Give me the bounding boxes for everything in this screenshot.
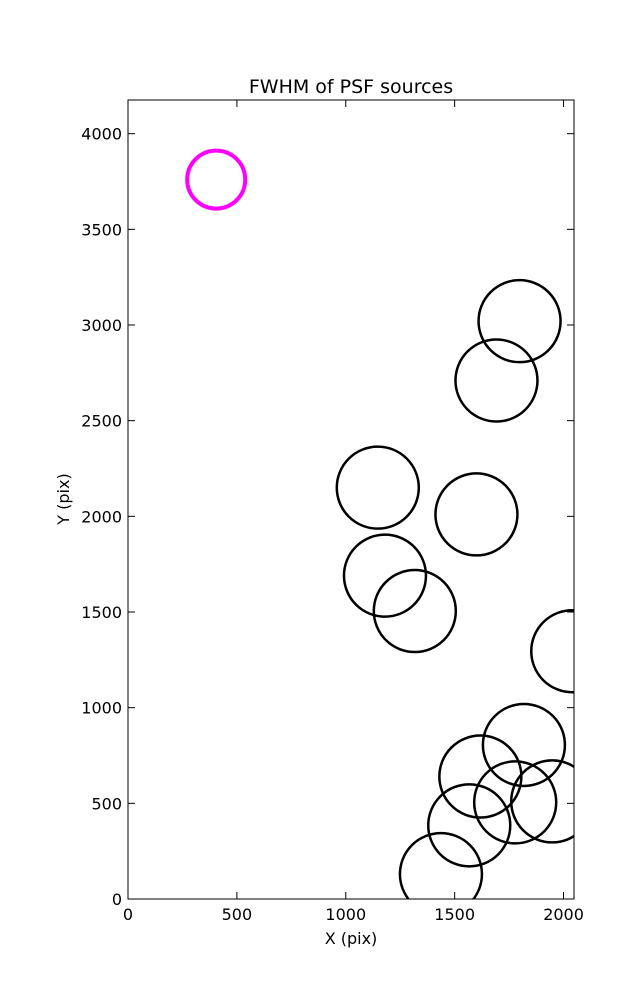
x-tick-label: 1500: [434, 905, 475, 924]
psf-source-marker-3: [335, 445, 421, 530]
psf-source-marker-7: [530, 608, 574, 694]
y-tick-label: 0: [112, 890, 122, 909]
x-axis-label: X (pix): [325, 929, 378, 948]
x-tick-label: 1000: [325, 905, 366, 924]
y-tick-label: 1500: [81, 603, 122, 622]
plot-frame: [127, 99, 575, 900]
y-tick-label: 4000: [81, 125, 122, 144]
y-tick-label: 3000: [81, 316, 122, 335]
psf-source-marker-9: [438, 734, 523, 819]
y-tick-label: 3500: [81, 220, 122, 239]
data-marks: [185, 148, 574, 899]
y-tick-label: 500: [91, 794, 122, 813]
x-tick-label: 2000: [543, 905, 584, 924]
psf-source-marker-5: [342, 533, 428, 618]
psf-source-marker-6: [372, 568, 458, 654]
x-tick-label: 0: [123, 905, 133, 924]
psf-source-marker-11: [509, 759, 574, 844]
chart-title: FWHM of PSF sources: [249, 76, 453, 98]
psf-source-marker-10: [472, 760, 558, 845]
y-axis-label: Y (pix): [54, 473, 73, 525]
psf-source-marker-12: [427, 783, 512, 868]
psf-source-marker-1: [477, 278, 562, 364]
x-tick-label: 500: [222, 905, 253, 924]
y-tick-label: 1000: [81, 699, 122, 718]
y-tick-label: 2500: [81, 412, 122, 431]
psf-source-marker-13: [398, 831, 484, 899]
psf-source-marker-2: [454, 338, 539, 423]
y-tick-label: 2000: [81, 507, 122, 526]
psf-source-marker-8: [481, 702, 567, 788]
axis-ticks: 0 500 1000 1500 2000 0 500 1000 1500 2000 2500 3000…: [81, 100, 584, 924]
reference-marker: [185, 148, 248, 211]
psf-source-marker-4: [434, 472, 519, 557]
